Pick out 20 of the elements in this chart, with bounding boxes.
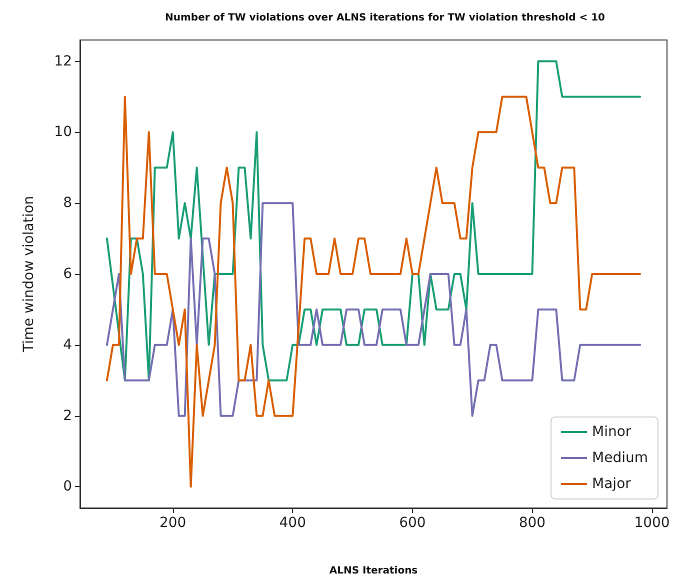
y-tick-label: 6 (63, 266, 72, 282)
legend-label: Medium (592, 450, 648, 466)
x-tick-label: 800 (518, 515, 546, 531)
x-tick-label: 600 (399, 515, 426, 531)
y-axis-title: Time window violation (21, 196, 37, 354)
y-tick-label: 8 (63, 195, 72, 212)
y-tick-label: 2 (63, 408, 72, 424)
y-tick-label: 4 (63, 336, 72, 353)
y-tick-label: 12 (54, 53, 72, 70)
y-tick-label: 0 (63, 478, 72, 495)
chart-title: Number of TW violations over ALNS iterations for TW violation threshold < 10 (164, 12, 606, 24)
legend-label: Minor (592, 424, 632, 440)
x-axis-title: ALNS Iterations (329, 566, 418, 576)
x-tick-label: 400 (279, 515, 306, 531)
x-tick-label: 200 (159, 515, 186, 531)
x-tick-label: 1000 (634, 515, 670, 531)
line-series (106, 202, 642, 417)
y-tick-label: 10 (54, 124, 72, 140)
line-series (106, 60, 642, 382)
legend-label: Major (592, 476, 632, 492)
